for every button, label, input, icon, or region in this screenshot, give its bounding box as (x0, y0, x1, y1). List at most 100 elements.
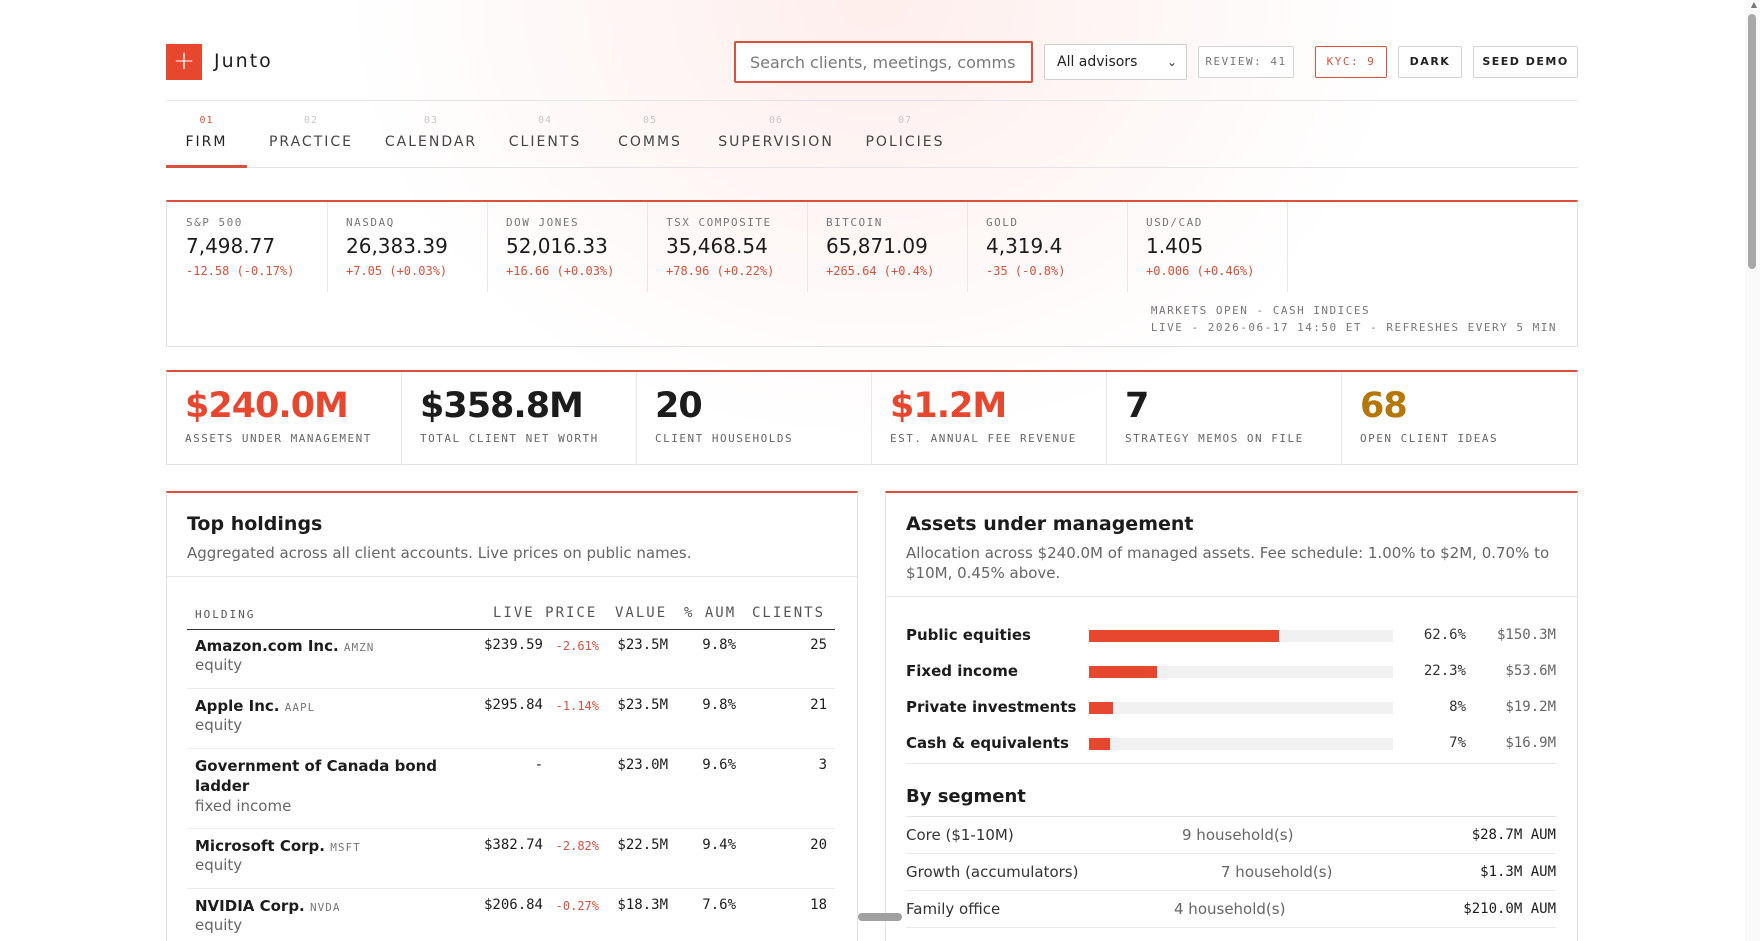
column-header-aum[interactable]: % AUM (684, 605, 737, 621)
allocation-label: Private investments (906, 698, 1077, 716)
allocation-bar-fill (1089, 738, 1111, 750)
table-row[interactable]: Apple Inc. AAPL equity $295.84 -1.14% $2… (187, 690, 835, 749)
kpi-value: 68 (1360, 386, 1408, 426)
search-input[interactable] (734, 41, 1033, 83)
table-row[interactable]: Amazon.com Inc. AMZN equity $239.59 -2.6… (187, 630, 835, 689)
advisor-select-value: All advisors (1057, 54, 1138, 70)
column-header-value[interactable]: VALUE (615, 605, 668, 621)
holding-class: equity (195, 916, 243, 934)
holding-price: $382.74 (483, 837, 543, 853)
kpi-caption: TOTAL CLIENT NET WORTH (420, 432, 599, 445)
holding-name-text: Apple Inc. (195, 697, 280, 715)
ticker-name: S&P 500 (186, 216, 243, 229)
horizontal-scroll-handle[interactable] (858, 913, 902, 921)
holding-price: $295.84 (483, 697, 543, 713)
segment-name: Family office (906, 900, 1001, 918)
aum-panel: Assets under management Allocation acros… (885, 491, 1578, 941)
holding-change: -0.27% (555, 899, 599, 913)
holding-clients: 18 (810, 897, 827, 913)
table-header-rule (187, 629, 835, 630)
review-button[interactable]: REVIEW: 41 (1198, 46, 1294, 78)
allocation-pct: 8% (1449, 699, 1466, 715)
vertical-scrollbar[interactable]: ▲ (1745, 0, 1760, 941)
tab-label: FIRM (185, 134, 228, 150)
main-tabs: 01 FIRM 02 PRACTICE 03 CALENDAR 04 CLIEN… (166, 101, 1578, 168)
kpi-value: 20 (655, 386, 703, 426)
column-header-price[interactable]: LIVE PRICE (493, 605, 598, 621)
holding-aum-pct: 9.6% (702, 757, 736, 773)
holding-name: Government of Canada bond ladder (195, 756, 445, 796)
tab-number: 02 (303, 115, 319, 126)
ticker-price: 52,016.33 (506, 234, 608, 258)
tab-number: 01 (199, 115, 214, 126)
ticker-price: 26,383.39 (346, 234, 448, 258)
allocation-bar-fill (1089, 702, 1114, 714)
holding-value: $23.5M (617, 697, 668, 713)
dark-mode-button[interactable]: DARK (1398, 46, 1462, 78)
kpi-fee-revenue: $1.2M EST. ANNUAL FEE REVENUE (872, 372, 1107, 465)
allocation-pct: 22.3% (1423, 663, 1466, 679)
allocation-bar-track (1089, 666, 1393, 678)
scroll-up-icon[interactable]: ▲ (1750, 0, 1757, 9)
column-header-clients[interactable]: CLIENTS (752, 605, 826, 621)
allocation-row: Cash & equivalents 7% $16.9M (906, 728, 1556, 760)
kpi-net-worth: $358.8M TOTAL CLIENT NET WORTH (402, 372, 637, 465)
segment-name: Core ($1-10M) (906, 826, 1014, 844)
panel-subtitle: Aggregated across all client accounts. L… (187, 544, 692, 562)
kpi-value: 7 (1125, 386, 1149, 426)
holding-ticker: AAPL (284, 701, 316, 714)
kpi-value: $240.0M (185, 386, 349, 426)
holding-value: $18.3M (617, 897, 668, 913)
allocation-bar-track (1089, 738, 1393, 750)
holding-name: NVIDIA Corp. NVDA (195, 896, 445, 918)
tab-number: 06 (768, 115, 784, 126)
holding-clients: 25 (810, 637, 827, 653)
ticker-bitcoin: BITCOIN 65,871.09 +265.64 (+0.4%) (807, 202, 968, 292)
holding-class: equity (195, 856, 243, 874)
segment-row[interactable]: Growth (accumulators) 7 household(s) $1.… (906, 854, 1556, 891)
tab-clients[interactable]: 04 CLIENTS (500, 101, 590, 167)
allocation-row: Fixed income 22.3% $53.6M (906, 656, 1556, 688)
table-row[interactable]: NVIDIA Corp. NVDA equity $206.84 -0.27% … (187, 890, 835, 941)
tab-practice[interactable]: 02 PRACTICE (261, 101, 361, 167)
seed-demo-button[interactable]: SEED DEMO (1473, 46, 1578, 78)
segment-row[interactable]: Family office 4 household(s) $210.0M AUM (906, 891, 1556, 928)
tab-calendar[interactable]: 03 CALENDAR (381, 101, 481, 167)
ticker-name: USD/CAD (1146, 216, 1203, 229)
advisor-select[interactable]: All advisors ⌄ (1044, 44, 1187, 80)
holding-clients: 3 (818, 757, 827, 773)
tab-comms[interactable]: 05 COMMS (610, 101, 690, 167)
holding-value: $23.0M (617, 757, 668, 773)
segment-aum: $1.3M AUM (1480, 864, 1556, 880)
brand-name[interactable]: Junto (214, 50, 273, 72)
kpi-value: $1.2M (890, 386, 1007, 426)
scrollbar-thumb[interactable] (1748, 14, 1756, 269)
tab-label: COMMS (618, 134, 682, 150)
allocation-amount: $19.2M (1505, 699, 1556, 715)
ticker-name: TSX COMPOSITE (666, 216, 772, 229)
holding-ticker: NVDA (310, 901, 341, 914)
segment-row[interactable]: Core ($1-10M) 9 household(s) $28.7M AUM (906, 817, 1556, 854)
ticker-name: NASDAQ (346, 216, 395, 229)
kyc-button[interactable]: KYC: 9 (1315, 46, 1387, 78)
allocation-amount: $53.6M (1505, 663, 1556, 679)
panel-divider (167, 576, 857, 577)
holding-name: Microsoft Corp. MSFT (195, 836, 445, 858)
holding-change: -1.14% (555, 699, 599, 713)
table-row[interactable]: Microsoft Corp. MSFT equity $382.74 -2.8… (187, 830, 835, 889)
holding-ticker: AMZN (343, 641, 375, 654)
tab-supervision[interactable]: 06 SUPERVISION (710, 101, 842, 167)
ticker-change: -12.58 (-0.17%) (186, 264, 295, 278)
column-header-holding[interactable]: HOLDING (195, 608, 256, 621)
logo-plus-icon[interactable]: + (166, 44, 202, 80)
tab-number: 07 (897, 115, 913, 126)
ticker-name: DOW JONES (506, 216, 580, 229)
panel-subtitle: Allocation across $240.0M of managed ass… (906, 544, 1550, 582)
table-row[interactable]: Government of Canada bond ladder fixed i… (187, 750, 835, 829)
market-status: MARKETS OPEN - CASH INDICES LIVE - 2026-… (1151, 302, 1557, 336)
allocation-row: Public equities 62.6% $150.3M (906, 620, 1556, 652)
tab-policies[interactable]: 07 POLICIES (860, 101, 950, 167)
tab-firm[interactable]: 01 FIRM (166, 101, 247, 168)
allocation-bar-track (1089, 630, 1393, 642)
panel-divider (886, 596, 1577, 597)
